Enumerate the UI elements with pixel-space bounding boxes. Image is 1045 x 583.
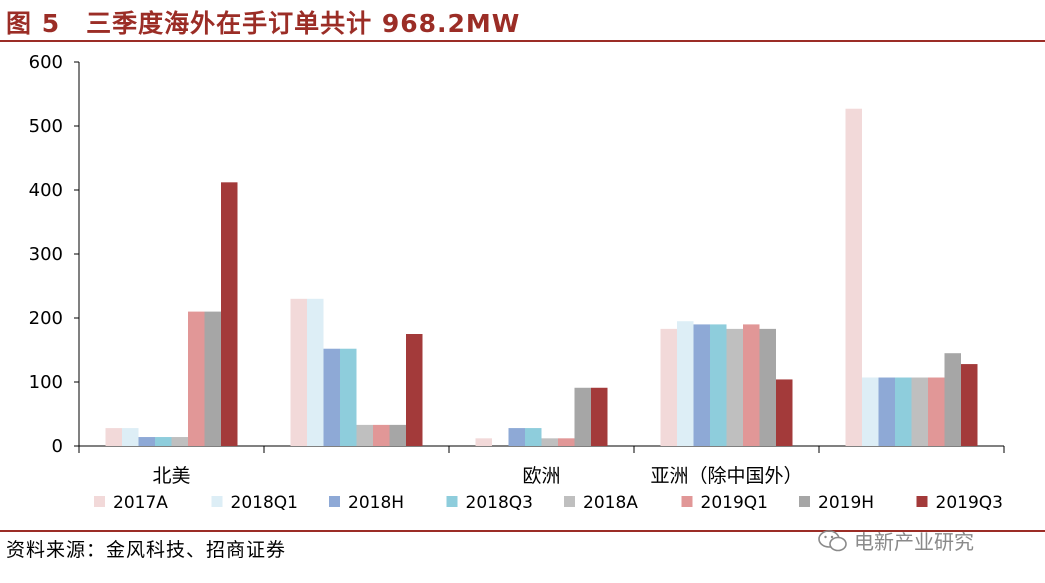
- bar: [710, 324, 727, 446]
- y-tick-label: 600: [29, 52, 63, 73]
- bar: [660, 328, 677, 446]
- bar: [743, 324, 760, 446]
- legend-label: 2019Q1: [701, 493, 768, 513]
- figure-label: 图 5: [6, 9, 61, 38]
- legend-swatch: [329, 496, 340, 507]
- watermark-text: 电新产业研究: [854, 530, 974, 554]
- y-tick-label: 400: [29, 180, 63, 201]
- footer-rule: [0, 530, 1045, 532]
- watermark: 电新产业研究: [818, 526, 974, 555]
- bar: [574, 387, 591, 446]
- bar: [845, 108, 862, 446]
- x-category-label: 欧洲: [522, 465, 560, 487]
- legend-swatch: [799, 496, 810, 507]
- bar: [895, 377, 912, 446]
- y-tick-label: 300: [29, 244, 63, 265]
- bar: [323, 348, 340, 446]
- bar: [122, 428, 139, 446]
- legend-label: 2018H: [348, 493, 404, 513]
- x-category-label: 亚洲（除中国外）: [650, 465, 802, 487]
- legend-swatch: [94, 496, 105, 507]
- legend-label: 2018Q1: [231, 493, 298, 513]
- bar: [759, 328, 776, 446]
- bar: [155, 437, 172, 446]
- bar: [776, 379, 793, 446]
- y-tick-label: 200: [29, 308, 63, 329]
- bar: [961, 364, 978, 446]
- bar: [558, 438, 575, 446]
- title-rule: [0, 40, 1045, 42]
- legend-label: 2019H: [818, 493, 874, 513]
- bar: [138, 437, 155, 446]
- bar: [878, 377, 895, 446]
- bar: [340, 348, 357, 446]
- bar: [677, 321, 694, 446]
- bar: [862, 377, 879, 446]
- legend-label: 2018A: [583, 493, 638, 513]
- bar: [221, 182, 238, 446]
- bar: [928, 377, 945, 446]
- bar: [356, 424, 373, 446]
- bar: [188, 311, 205, 446]
- bar: [911, 377, 928, 446]
- legend-swatch: [446, 496, 458, 507]
- legend-swatch: [564, 496, 575, 507]
- bar: [307, 298, 324, 446]
- bar: [944, 353, 961, 446]
- bar: [373, 424, 390, 446]
- source-note: 资料来源：金风科技、招商证券: [6, 539, 287, 561]
- bar: [591, 387, 608, 446]
- y-tick-label: 500: [29, 116, 63, 137]
- legend-label: 2019Q3: [936, 493, 1003, 513]
- wechat-icon: [818, 529, 847, 551]
- y-tick-label: 100: [29, 372, 63, 393]
- bar: [389, 424, 406, 446]
- bar: [290, 298, 307, 446]
- x-category-label: 北美: [152, 465, 190, 487]
- bar: [726, 328, 743, 446]
- legend-swatch: [916, 496, 928, 507]
- legend-swatch: [211, 496, 223, 507]
- figure-title: 图 5 三季度海外在手订单共计 968.2MW: [6, 4, 520, 40]
- bar: [204, 311, 221, 446]
- bar: [541, 438, 558, 446]
- bar: [475, 438, 492, 446]
- legend-label: 2017A: [113, 493, 168, 513]
- bar: [693, 324, 710, 446]
- bar: [508, 428, 525, 446]
- bar-chart: 0 100 200 300 400 500 600 北美 欧洲 亚洲（除中国外） 2017A 2018…: [29, 52, 1005, 513]
- bar: [105, 428, 122, 446]
- legend-label: 2018Q3: [466, 493, 533, 513]
- figure-title-text: 三季度海外在手订单共计 968.2MW: [86, 9, 521, 38]
- bar: [525, 428, 542, 446]
- bar: [171, 437, 188, 446]
- y-tick-label: 0: [52, 436, 63, 457]
- legend-swatch: [681, 496, 693, 507]
- bar: [406, 334, 423, 446]
